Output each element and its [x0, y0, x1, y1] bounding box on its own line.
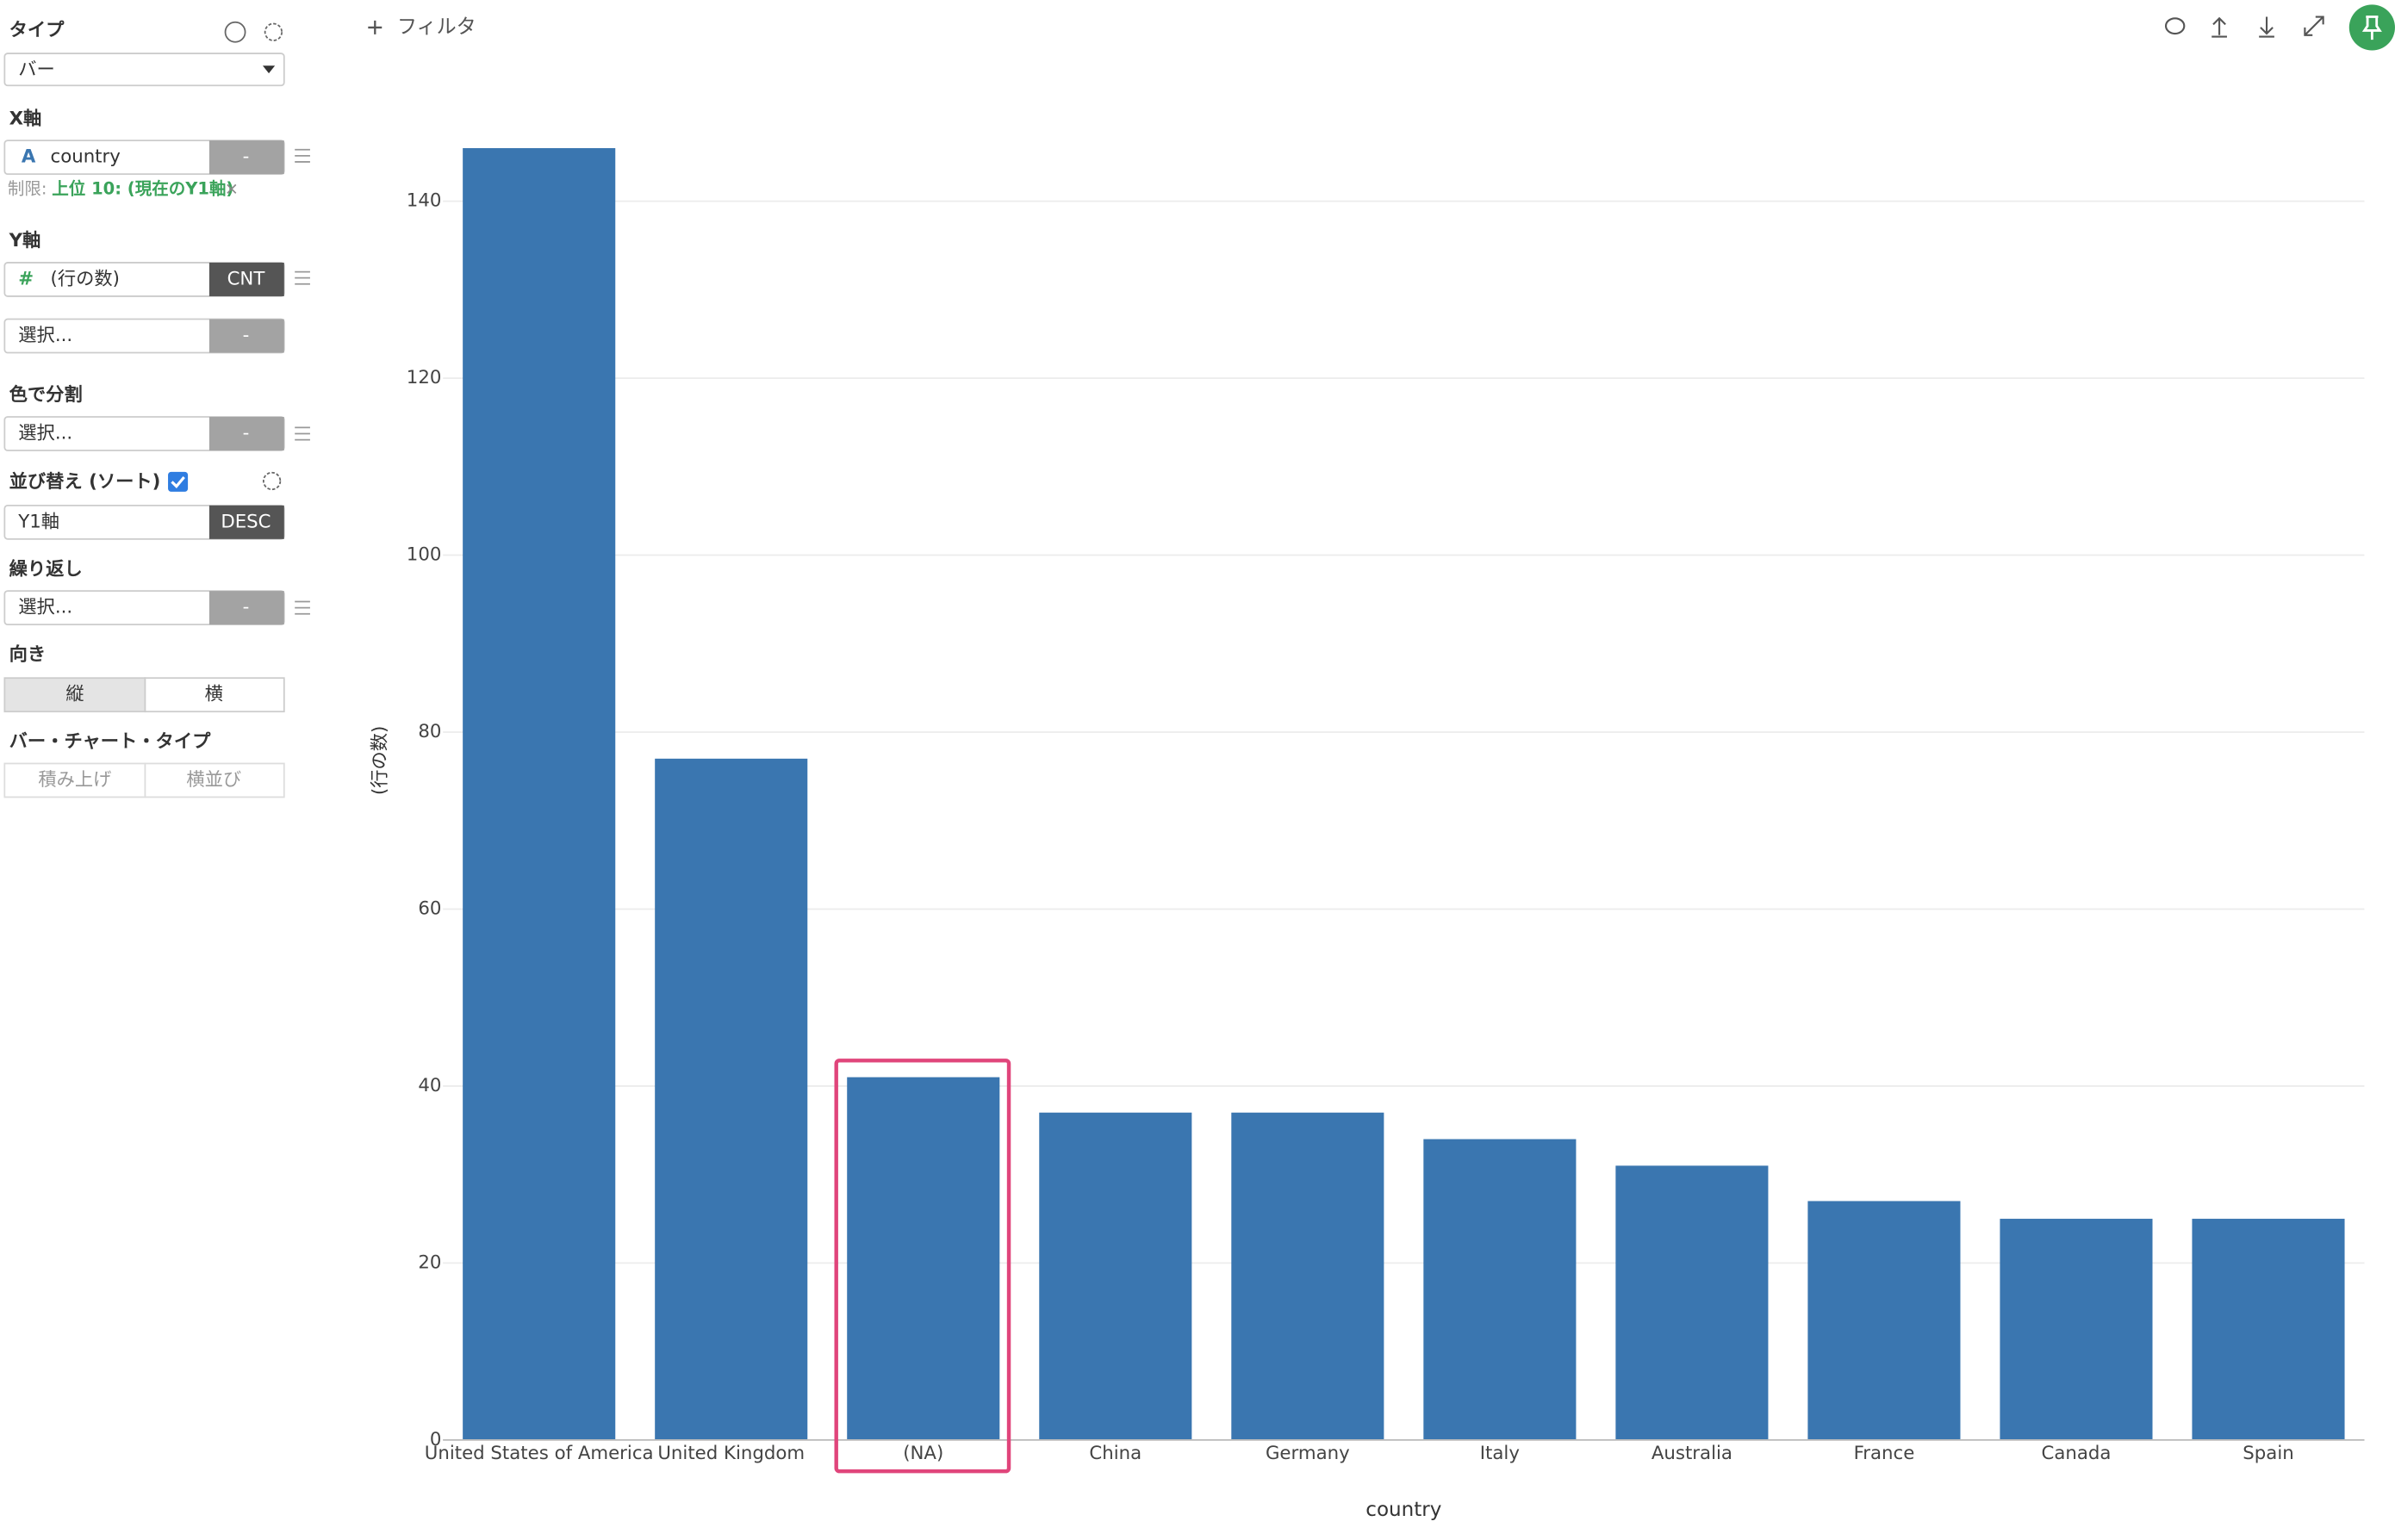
x-tick-label: (NA): [903, 1443, 943, 1464]
bar: [1423, 1139, 1577, 1440]
toolbar-icons: [2164, 16, 2324, 38]
agg-button[interactable]: [208, 417, 284, 451]
y-tick-label: 20: [418, 1251, 441, 1273]
bar: [1615, 1165, 1769, 1440]
x-axis-title: country: [1365, 1499, 1441, 1521]
bar: [1807, 1201, 1961, 1440]
y-tick-label: 0: [430, 1429, 442, 1450]
option-label: 横: [205, 684, 223, 705]
order-button[interactable]: [208, 505, 284, 539]
expand-icon[interactable]: [2304, 16, 2324, 36]
x-tick-label: Canada: [2042, 1443, 2112, 1464]
settings-icon[interactable]: [264, 22, 283, 41]
label: Y軸: [9, 229, 41, 251]
label: 色で分割: [9, 383, 83, 406]
settings-icon[interactable]: [262, 471, 282, 491]
type-select[interactable]: [3, 53, 285, 87]
agg-label: CNT: [227, 268, 266, 289]
y-tick-label: 120: [407, 367, 442, 388]
menu-icon[interactable]: [295, 148, 310, 163]
download-icon[interactable]: [2259, 16, 2274, 38]
agg-label: -: [243, 146, 250, 168]
bar: [1231, 1112, 1384, 1440]
label: 向き: [9, 643, 47, 666]
field-name: 選択...: [18, 423, 72, 444]
x-tick-label: China: [1089, 1443, 1142, 1464]
bar: [847, 1077, 1000, 1440]
agg-label: -: [243, 597, 250, 618]
menu-icon[interactable]: [295, 426, 310, 441]
bar: [2192, 1219, 2345, 1440]
y-tick-label: 100: [407, 544, 442, 566]
x-tick-label: Italy: [1480, 1443, 1520, 1464]
label: 繰り返し: [9, 557, 83, 580]
chart: country (行の数) 0 20 40 60 80 100 120 140 United S…: [369, 147, 2365, 1521]
field-name: 選択...: [18, 597, 72, 618]
field-name: (行の数): [51, 268, 120, 289]
option-label: 積み上げ: [38, 769, 111, 791]
x-tick-label: Germany: [1266, 1443, 1350, 1464]
label: バー・チャート・タイプ: [9, 731, 211, 753]
limit-clear[interactable]: ×: [225, 178, 239, 198]
option-label: 縦: [65, 684, 84, 705]
highlight-box: [834, 1059, 1011, 1474]
agg-button[interactable]: [208, 591, 284, 625]
bar: [2000, 1219, 2153, 1440]
toggle-option[interactable]: [3, 762, 146, 798]
y-tick-label: 40: [418, 1075, 441, 1096]
comment-icon[interactable]: [2164, 17, 2186, 35]
y-axis-title: (行の数): [369, 726, 390, 795]
field-name: Y1軸: [17, 511, 59, 532]
help-icon[interactable]: [224, 21, 246, 43]
filter-button[interactable]: フィルタ: [397, 16, 476, 38]
label: X軸: [9, 107, 42, 129]
sort-checkbox[interactable]: [168, 471, 189, 492]
type-icon: A: [22, 146, 36, 168]
sidebar: タイプ バー X軸 A country - 制限: 上位 10: (現在のY1軸…: [3, 19, 310, 798]
y-tick-label: 140: [407, 190, 442, 212]
x-tick-label: United States of America: [425, 1443, 654, 1464]
bar: [463, 147, 616, 1440]
type-icon: #: [18, 268, 34, 289]
add-icon[interactable]: [368, 20, 383, 34]
select-value: バー: [18, 59, 55, 81]
field-name: 選択...: [18, 325, 72, 346]
y-tick-label: 80: [418, 721, 441, 742]
label: タイプ: [9, 19, 65, 40]
y-tick-label: 60: [418, 897, 441, 919]
toggle-option[interactable]: [144, 762, 285, 798]
menu-icon[interactable]: [295, 270, 310, 285]
limit-value[interactable]: 上位 10: (現在のY1軸): [52, 178, 233, 198]
toggle-option[interactable]: [3, 677, 146, 713]
x-tick-label: United Kingdom: [657, 1443, 805, 1464]
dropdown-arrow: [262, 65, 276, 74]
agg-button[interactable]: [208, 262, 284, 296]
menu-icon[interactable]: [295, 600, 310, 615]
option-label: 横並び: [186, 769, 241, 791]
x-tick-label: Spain: [2243, 1443, 2293, 1464]
toggle-option[interactable]: [144, 677, 285, 713]
limit-label: 制限:: [8, 178, 47, 198]
bar: [655, 758, 808, 1440]
x-tick-label: France: [1854, 1443, 1915, 1464]
agg-label: -: [243, 325, 250, 346]
pin-button[interactable]: [2348, 4, 2395, 51]
agg-button[interactable]: [208, 140, 284, 175]
check-mark: [171, 476, 185, 489]
agg-button[interactable]: [208, 319, 284, 353]
pin-icon: [2361, 16, 2382, 40]
field-name: country: [51, 146, 121, 168]
x-tick-label: Australia: [1652, 1443, 1732, 1464]
bar: [1039, 1112, 1192, 1440]
order-label: DESC: [221, 511, 271, 532]
label: 並び替え (ソート): [9, 470, 161, 493]
upload-icon[interactable]: [2211, 16, 2227, 38]
agg-label: -: [243, 423, 250, 444]
